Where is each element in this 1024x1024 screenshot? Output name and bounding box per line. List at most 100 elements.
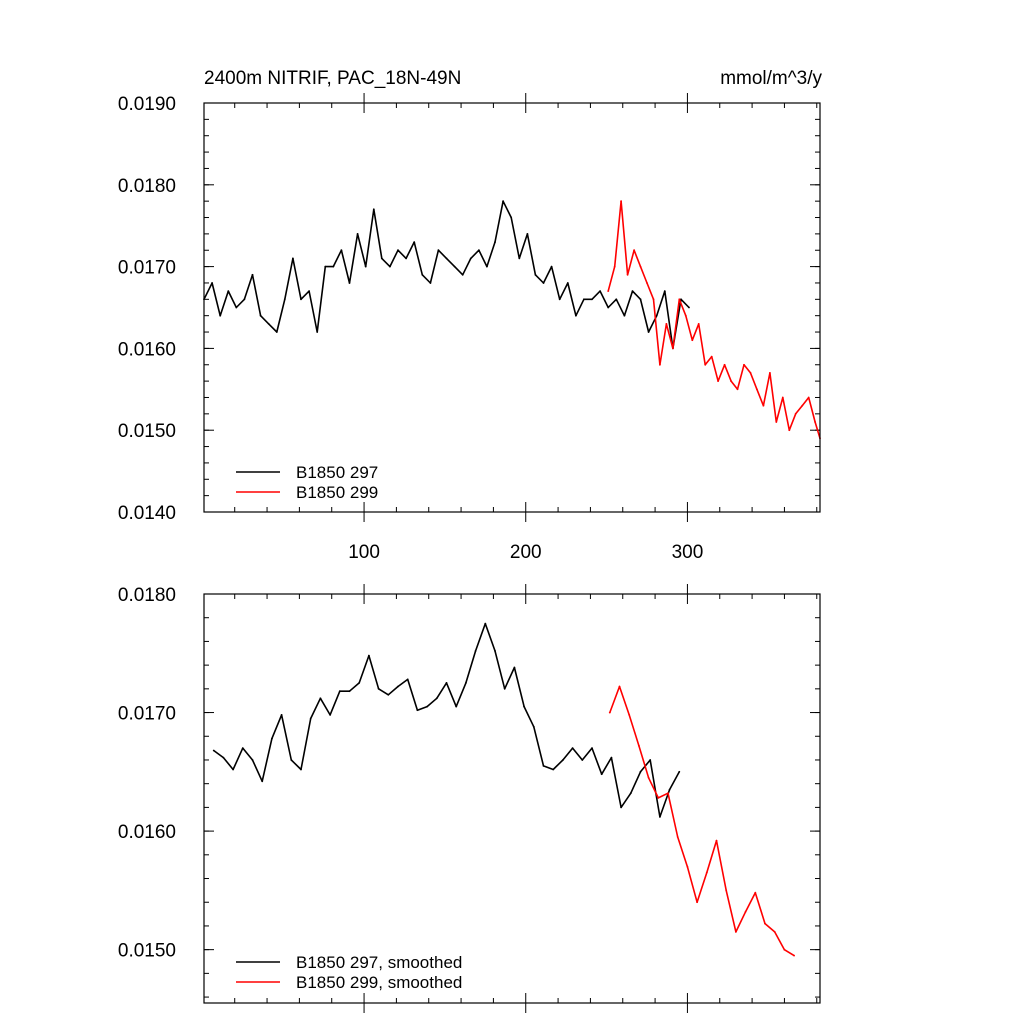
data-point-b1850-297 xyxy=(267,323,270,325)
data-point-b1850-297-smoothed xyxy=(668,788,671,791)
top-legend: B1850 297 B1850 299 xyxy=(236,463,378,502)
data-point-b1850-297-smoothed xyxy=(397,685,399,688)
data-point-b1850-297 xyxy=(437,249,440,252)
data-point-b1850-297 xyxy=(615,298,618,301)
data-point-b1850-299 xyxy=(788,429,791,432)
data-point-b1850-299-smoothed xyxy=(715,839,718,842)
data-point-b1850-297 xyxy=(688,306,690,309)
data-point-b1850-297 xyxy=(429,282,432,284)
data-point-b1850-297-smoothed xyxy=(455,705,458,708)
data-point-b1850-299 xyxy=(743,363,745,366)
y-tick-label-bottom: 0.0170 xyxy=(118,704,176,725)
data-point-b1850-299 xyxy=(665,323,668,325)
data-point-b1850-297 xyxy=(575,314,577,317)
data-point-b1850-299-smoothed xyxy=(686,865,689,868)
data-point-b1850-299-smoothed xyxy=(647,776,650,779)
y-tick-label-bottom: 0.0150 xyxy=(118,941,176,962)
data-point-b1850-297-smoothed xyxy=(639,770,642,773)
data-point-b1850-297 xyxy=(251,273,254,276)
series-line-b1850-299-smoothed xyxy=(609,685,795,957)
data-point-b1850-299 xyxy=(626,273,629,276)
data-point-b1850-297-smoothed xyxy=(241,747,244,749)
data-point-b1850-299-smoothed xyxy=(667,792,669,795)
data-point-b1850-297 xyxy=(655,314,658,317)
data-point-b1850-297-smoothed xyxy=(271,737,273,740)
data-point-b1850-297-smoothed xyxy=(562,759,564,761)
y-tick-label-top: 0.0140 xyxy=(118,503,176,524)
data-point-b1850-297 xyxy=(534,273,537,276)
data-point-b1850-297-smoothed xyxy=(222,756,225,759)
data-point-b1850-299 xyxy=(749,372,752,374)
data-point-b1850-297 xyxy=(526,233,529,235)
data-point-b1850-299-smoothed xyxy=(783,948,786,951)
y-tick-label-top: 0.0190 xyxy=(118,94,176,115)
data-point-b1850-297-smoothed xyxy=(319,697,322,700)
data-point-b1850-297 xyxy=(486,265,488,268)
x-tick-label-top: 200 xyxy=(510,542,542,563)
data-point-b1850-299 xyxy=(672,347,674,350)
data-point-b1850-297 xyxy=(364,265,367,268)
data-point-b1850-299 xyxy=(607,290,610,292)
data-point-b1850-299 xyxy=(807,396,810,399)
data-point-b1850-297 xyxy=(324,265,327,268)
data-point-b1850-299 xyxy=(646,282,648,284)
data-point-b1850-299-smoothed xyxy=(618,685,621,688)
data-point-b1850-297 xyxy=(340,249,343,252)
data-point-b1850-297-smoothed xyxy=(552,768,555,771)
data-point-b1850-299-smoothed xyxy=(773,931,776,933)
data-point-b1850-297-smoothed xyxy=(348,690,351,693)
data-point-b1850-297 xyxy=(478,249,480,252)
series-line-b1850-297 xyxy=(203,200,690,350)
data-point-b1850-299 xyxy=(756,388,758,391)
data-point-b1850-297 xyxy=(219,314,222,317)
data-point-b1850-297 xyxy=(372,208,375,211)
data-point-b1850-297 xyxy=(623,314,626,317)
data-point-b1850-299 xyxy=(769,372,771,374)
data-point-b1850-297-smoothed xyxy=(659,816,661,818)
data-point-b1850-299 xyxy=(717,380,719,382)
data-point-b1850-297-smoothed xyxy=(532,725,535,728)
data-point-b1850-297-smoothed xyxy=(426,705,428,708)
data-point-b1850-297-smoothed xyxy=(494,650,496,652)
data-point-b1850-299 xyxy=(762,404,765,407)
data-point-b1850-297 xyxy=(332,265,335,268)
data-point-b1850-297-smoothed xyxy=(571,747,574,749)
data-point-b1850-297 xyxy=(631,290,634,292)
data-point-b1850-297-smoothed xyxy=(591,747,593,749)
data-point-b1850-297 xyxy=(275,331,278,333)
data-point-b1850-299 xyxy=(736,388,739,391)
data-point-b1850-297-smoothed xyxy=(610,756,613,759)
y-tick-label-top: 0.0160 xyxy=(118,339,176,360)
data-point-b1850-297 xyxy=(502,200,504,203)
data-point-b1850-299-smoothed xyxy=(725,889,728,892)
data-point-b1850-297 xyxy=(316,331,319,333)
data-point-b1850-297 xyxy=(510,216,513,219)
data-point-b1850-299 xyxy=(691,339,694,342)
data-point-b1850-297 xyxy=(494,241,496,244)
data-point-b1850-297-smoothed xyxy=(300,768,302,771)
data-point-b1850-297 xyxy=(389,265,391,268)
bottom-plot-frame xyxy=(203,593,821,1004)
legend-label-b1850-299-smoothed: B1850 299, smoothed xyxy=(296,973,462,992)
data-point-b1850-299 xyxy=(814,421,816,423)
data-point-b1850-299 xyxy=(704,363,707,366)
data-point-b1850-297-smoothed xyxy=(620,806,622,809)
data-point-b1850-299-smoothed xyxy=(754,891,757,894)
data-point-b1850-297 xyxy=(421,273,424,276)
data-point-b1850-297 xyxy=(227,290,230,292)
data-point-b1850-297 xyxy=(680,298,682,301)
data-point-b1850-297-smoothed xyxy=(387,693,390,696)
data-point-b1850-297 xyxy=(599,290,601,292)
data-point-b1850-297-smoothed xyxy=(309,717,312,720)
data-point-b1850-299 xyxy=(801,404,804,407)
data-point-b1850-299 xyxy=(639,265,642,268)
data-point-b1850-297-smoothed xyxy=(435,697,438,700)
data-point-b1850-297 xyxy=(397,249,399,252)
data-point-b1850-299-smoothed xyxy=(628,714,631,716)
top-plot-frame xyxy=(203,102,821,513)
data-point-b1850-297-smoothed xyxy=(629,792,632,795)
data-point-b1850-297-smoothed xyxy=(232,768,235,771)
data-point-b1850-297-smoothed xyxy=(581,759,584,761)
data-point-b1850-299-smoothed xyxy=(657,797,660,799)
data-point-b1850-297-smoothed xyxy=(338,690,341,693)
